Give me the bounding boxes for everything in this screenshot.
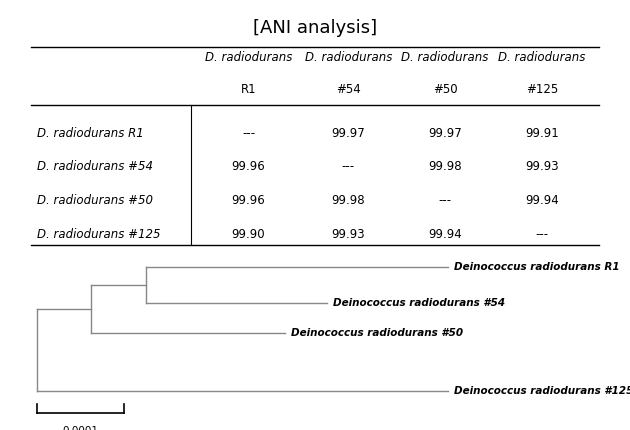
Text: 99.94: 99.94: [525, 194, 559, 207]
Text: D. radiodurans R1: D. radiodurans R1: [37, 126, 144, 140]
Text: ---: ---: [341, 160, 355, 173]
Text: 0.0001: 0.0001: [62, 426, 99, 430]
Text: D. radiodurans: D. radiodurans: [498, 50, 585, 64]
Text: D. radiodurans #125: D. radiodurans #125: [37, 228, 160, 241]
Text: 99.96: 99.96: [232, 194, 265, 207]
Text: D. radiodurans #54: D. radiodurans #54: [37, 160, 153, 173]
Text: 99.93: 99.93: [331, 228, 365, 241]
Text: 99.97: 99.97: [428, 126, 462, 140]
Text: D. radiodurans: D. radiodurans: [304, 50, 392, 64]
Text: ---: ---: [536, 228, 548, 241]
Text: 99.91: 99.91: [525, 126, 559, 140]
Text: R1: R1: [241, 83, 256, 96]
Text: D. radiodurans #50: D. radiodurans #50: [37, 194, 153, 207]
Text: Deinococcus radiodurans R1: Deinococcus radiodurans R1: [454, 262, 620, 272]
Text: Deinococcus radiodurans #54: Deinococcus radiodurans #54: [333, 298, 505, 308]
Text: Deinococcus radiodurans #50: Deinococcus radiodurans #50: [291, 328, 463, 338]
Text: #50: #50: [433, 83, 457, 96]
Text: #125: #125: [525, 83, 558, 96]
Text: ---: ---: [438, 194, 452, 207]
Text: 99.93: 99.93: [525, 160, 559, 173]
Text: 99.97: 99.97: [331, 126, 365, 140]
Text: ---: ---: [242, 126, 255, 140]
Text: 99.96: 99.96: [232, 160, 265, 173]
Text: [ANI analysis]: [ANI analysis]: [253, 19, 377, 37]
Text: #54: #54: [336, 83, 360, 96]
Text: 99.90: 99.90: [232, 228, 265, 241]
Text: D. radiodurans: D. radiodurans: [205, 50, 292, 64]
Text: 99.94: 99.94: [428, 228, 462, 241]
Text: Deinococcus radiodurans #125: Deinococcus radiodurans #125: [454, 387, 630, 396]
Text: 99.98: 99.98: [331, 194, 365, 207]
Text: 99.98: 99.98: [428, 160, 462, 173]
Text: D. radiodurans: D. radiodurans: [401, 50, 489, 64]
